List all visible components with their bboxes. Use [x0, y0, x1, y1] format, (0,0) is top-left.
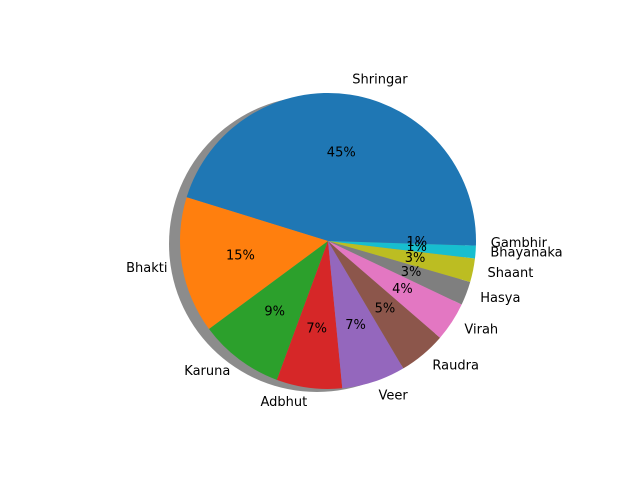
pie-slice-veer — [328, 241, 404, 389]
slice-label-bhayanaka: Bhayanaka — [490, 246, 562, 261]
slice-label-bhakti: Bhakti — [126, 261, 167, 276]
pie-labels: Shringar 45% Bhakti 15% Karuna 9% Adbhut 7% Veer… — [126, 73, 562, 410]
pie-slice-adbhut — [276, 241, 343, 389]
pie-slice-gambhir — [328, 241, 476, 246]
pie-slice-hasya — [328, 241, 471, 305]
pct-label-gambhir: 1% — [406, 235, 427, 250]
pie-slice-virah — [328, 241, 462, 338]
pct-label-shaant: 3% — [405, 251, 426, 266]
pie-slice-shaant — [328, 241, 475, 283]
pct-label-hasya: 3% — [401, 265, 422, 280]
pct-label-karuna: 9% — [264, 305, 285, 320]
pie-slice-shringar — [186, 92, 476, 241]
pct-label-veer: 7% — [345, 318, 366, 333]
slice-label-karuna: Karuna — [184, 364, 230, 379]
slice-label-shaant: Shaant — [488, 266, 534, 281]
slice-label-hasya: Hasya — [480, 291, 520, 306]
pie-slice-raudra — [328, 241, 441, 369]
slice-label-veer: Veer — [379, 388, 409, 403]
pie-slice-karuna — [209, 241, 328, 380]
pct-label-shringar: 45% — [327, 146, 356, 161]
pct-label-virah: 4% — [392, 282, 413, 297]
slice-label-gambhir: Gambhir — [491, 236, 548, 251]
slice-label-adbhut: Adbhut — [260, 395, 307, 410]
pct-label-bhakti: 15% — [226, 248, 255, 263]
pie-slices — [180, 92, 476, 389]
slice-label-virah: Virah — [464, 322, 498, 337]
pct-label-adbhut: 7% — [306, 322, 327, 337]
pct-label-raudra: 5% — [375, 302, 396, 317]
pie-slice-bhayanaka — [328, 241, 476, 259]
slice-label-shringar: Shringar — [352, 73, 408, 88]
slice-label-raudra: Raudra — [432, 358, 479, 373]
pct-label-bhayanaka: 1% — [406, 240, 427, 255]
pie-slice-bhakti — [180, 197, 328, 330]
